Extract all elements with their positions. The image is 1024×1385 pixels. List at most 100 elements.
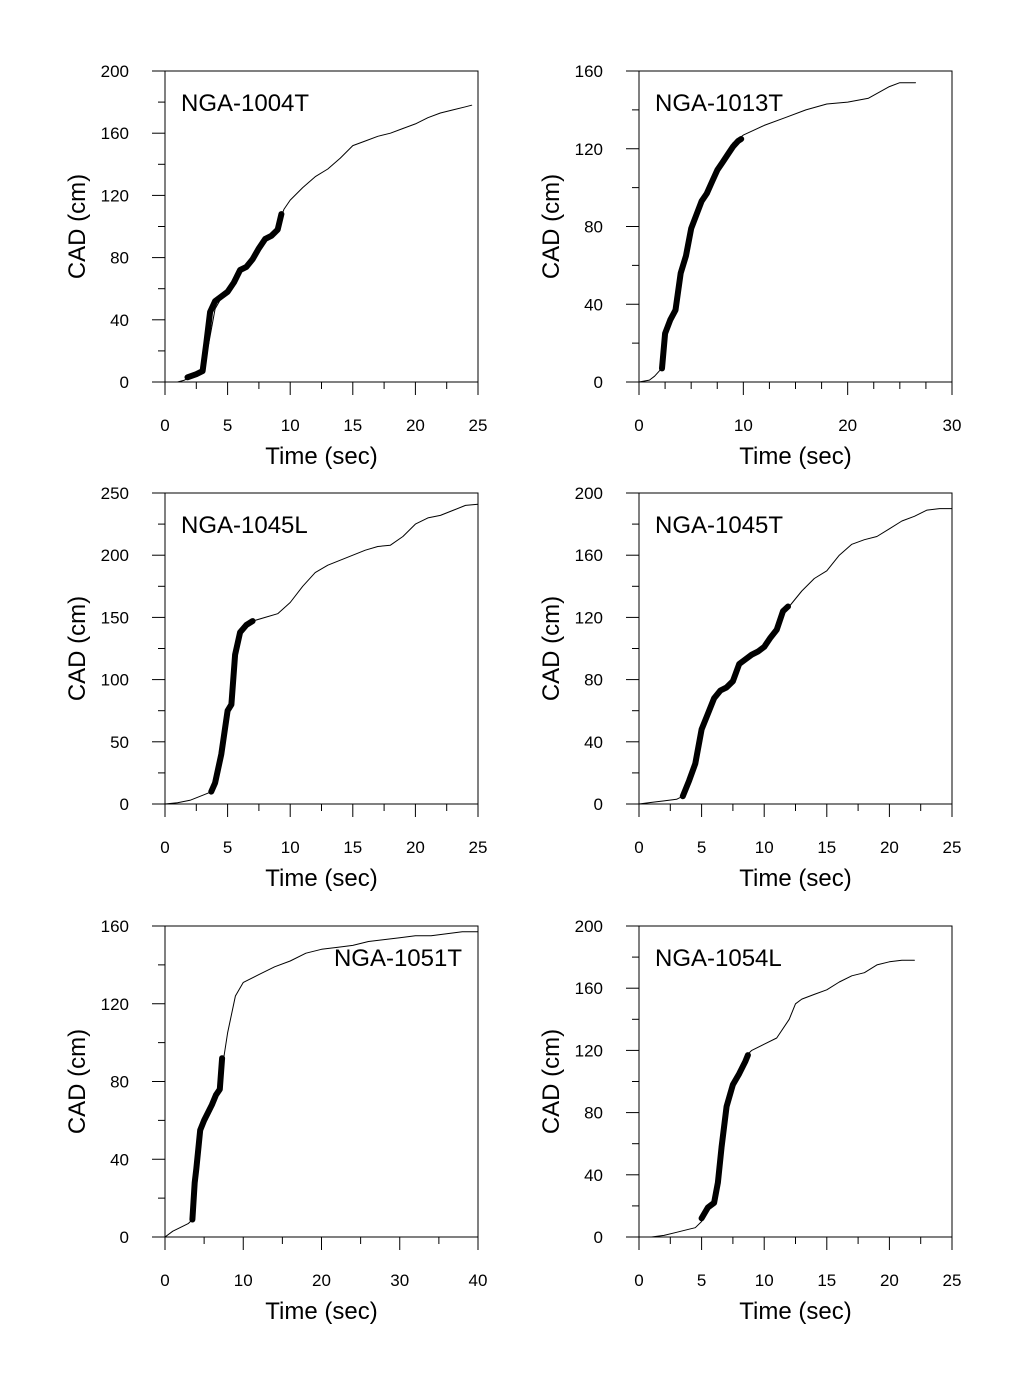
x-tick-label: 10	[234, 1271, 253, 1290]
y-axis-title: CAD (cm)	[64, 1029, 91, 1134]
y-tick-label: 0	[120, 1228, 129, 1247]
x-axis-title: Time (sec)	[739, 443, 851, 470]
y-tick-label: 40	[110, 1150, 129, 1169]
x-tick-label: 0	[634, 1271, 643, 1290]
y-axis-title: CAD (cm)	[538, 596, 565, 701]
y-tick-label: 40	[584, 733, 603, 752]
chart-panel-1: 0 5 10 15 20 25 0 40 80 120 160 200 Time (sec) CAD (c…	[64, 62, 487, 470]
y-tick-label: 160	[575, 62, 603, 81]
x-tick-label: 20	[406, 838, 425, 857]
panel-label: NGA-1013T	[655, 90, 783, 117]
y-tick-label: 200	[101, 546, 129, 565]
x-tick-label: 0	[160, 1271, 169, 1290]
strong-motion-line	[208, 618, 256, 795]
chart-panel-6: 0 5 10 15 20 25 0 40 80 120 160 200 Time (sec) CAD (c…	[538, 917, 961, 1325]
x-axis-title: Time (sec)	[739, 865, 851, 892]
x-tick-label: 10	[281, 838, 300, 857]
y-tick-label: 200	[575, 917, 603, 936]
x-tick-label: 0	[634, 416, 643, 435]
x-tick-label: 30	[943, 416, 962, 435]
x-tick-label: 0	[160, 838, 169, 857]
strong-motion-line	[184, 211, 285, 381]
y-tick-label: 80	[584, 671, 603, 690]
y-tick-label: 160	[575, 979, 603, 998]
x-tick-label: 10	[734, 416, 753, 435]
y-tick-label: 150	[101, 608, 129, 627]
y-tick-label: 250	[101, 484, 129, 503]
y-axis-title: CAD (cm)	[538, 174, 565, 279]
y-tick-label: 0	[120, 795, 129, 814]
y-tick-label: 160	[101, 917, 129, 936]
y-tick-label: 40	[110, 311, 129, 330]
y-tick-label: 0	[594, 795, 603, 814]
x-tick-label: 25	[943, 838, 962, 857]
y-tick-label: 120	[101, 995, 129, 1014]
x-axis-title: Time (sec)	[265, 1298, 377, 1325]
x-tick-label: 5	[697, 1271, 706, 1290]
y-tick-label: 80	[110, 1073, 129, 1092]
y-tick-label: 0	[594, 1228, 603, 1247]
x-tick-label: 30	[390, 1271, 409, 1290]
y-tick-label: 200	[101, 62, 129, 81]
y-tick-label: 40	[584, 1166, 603, 1185]
y-tick-label: 120	[575, 608, 603, 627]
x-tick-label: 25	[469, 838, 488, 857]
x-tick-label: 20	[880, 1271, 899, 1290]
strong-motion-line	[659, 136, 745, 372]
full-record-line	[638, 959, 915, 1238]
x-tick-label: 25	[469, 416, 488, 435]
strong-motion-line	[679, 603, 791, 800]
y-tick-label: 40	[584, 295, 603, 314]
x-tick-label: 5	[223, 416, 232, 435]
x-axis-title: Time (sec)	[739, 1298, 851, 1325]
x-tick-label: 40	[469, 1271, 488, 1290]
y-tick-label: 100	[101, 671, 129, 690]
y-tick-label: 80	[584, 218, 603, 237]
panel-label: NGA-1045L	[181, 512, 308, 539]
y-tick-label: 80	[584, 1104, 603, 1123]
x-tick-label: 5	[697, 838, 706, 857]
x-tick-label: 20	[838, 416, 857, 435]
chart-panel-4: 0 5 10 15 20 25 0 40 80 120 160 200 Time (sec) CAD (c…	[538, 484, 961, 892]
y-axis-title: CAD (cm)	[538, 1029, 565, 1134]
y-tick-label: 200	[575, 484, 603, 503]
x-tick-label: 10	[755, 838, 774, 857]
y-tick-label: 120	[101, 186, 129, 205]
strong-motion-line	[189, 1055, 226, 1223]
chart-panel-2: 0 10 20 30 0 40 80 120 160 Time (sec) CAD (cm) NGA-…	[538, 62, 961, 470]
x-axis-title: Time (sec)	[265, 443, 377, 470]
y-tick-label: 120	[575, 140, 603, 159]
y-tick-label: 120	[575, 1041, 603, 1060]
x-axis-title: Time (sec)	[265, 865, 377, 892]
y-axis-title: CAD (cm)	[64, 174, 91, 279]
panel-label: NGA-1054L	[655, 945, 782, 972]
y-tick-label: 0	[594, 373, 603, 392]
x-tick-label: 20	[312, 1271, 331, 1290]
x-tick-label: 5	[223, 838, 232, 857]
y-tick-label: 160	[575, 546, 603, 565]
y-tick-label: 0	[120, 373, 129, 392]
x-tick-label: 15	[817, 838, 836, 857]
x-tick-label: 10	[755, 1271, 774, 1290]
panel-label: NGA-1004T	[181, 90, 309, 117]
y-tick-label: 50	[110, 733, 129, 752]
y-tick-label: 160	[101, 124, 129, 143]
y-tick-label: 80	[110, 249, 129, 268]
x-tick-label: 20	[406, 416, 425, 435]
x-tick-label: 15	[343, 838, 362, 857]
chart-panel-5: 0 10 20 30 40 0 40 80 120 160 Time (sec) CAD (cm) NG…	[64, 917, 487, 1325]
strong-motion-line	[698, 1052, 751, 1222]
x-tick-label: 0	[160, 416, 169, 435]
panel-label: NGA-1051T	[334, 945, 462, 972]
y-axis-title: CAD (cm)	[64, 596, 91, 701]
x-tick-label: 20	[880, 838, 899, 857]
x-tick-label: 15	[817, 1271, 836, 1290]
x-tick-label: 15	[343, 416, 362, 435]
x-tick-label: 25	[943, 1271, 962, 1290]
x-tick-label: 10	[281, 416, 300, 435]
x-tick-label: 0	[634, 838, 643, 857]
panel-label: NGA-1045T	[655, 512, 783, 539]
